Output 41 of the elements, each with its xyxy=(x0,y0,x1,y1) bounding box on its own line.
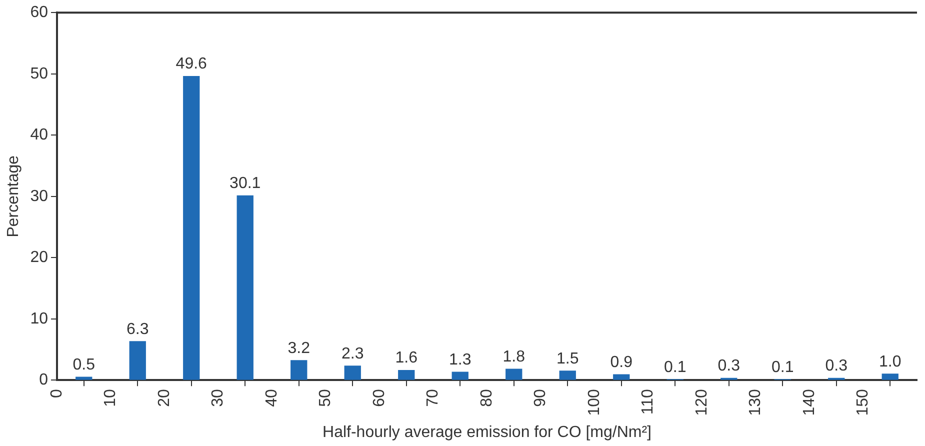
data-label: 30.1 xyxy=(230,175,261,192)
x-axis-title: Half-hourly average emission for CO [mg/Nm²] xyxy=(322,424,652,441)
y-axis-title: Percentage xyxy=(5,155,22,238)
x-tick-label: 130 xyxy=(747,389,764,416)
x-tick-label: 60 xyxy=(370,389,388,407)
data-label: 49.6 xyxy=(176,56,208,73)
x-tick-label: 100 xyxy=(586,389,603,416)
data-label: 6.3 xyxy=(126,320,149,338)
x-tick-label: 20 xyxy=(156,389,173,407)
data-label: 1.6 xyxy=(395,350,418,367)
y-tick-label: 0 xyxy=(39,372,48,389)
data-label: 1.5 xyxy=(556,350,579,368)
data-label: 0.5 xyxy=(72,356,96,374)
x-tick-label: 40 xyxy=(263,389,280,407)
y-tick-label: 10 xyxy=(30,310,48,328)
x-tick-label: 150 xyxy=(854,389,872,416)
y-tick-label: 60 xyxy=(30,4,48,22)
data-label: 0.3 xyxy=(718,358,740,375)
x-tick-label: 110 xyxy=(640,389,657,415)
data-label: 0.3 xyxy=(825,358,848,375)
data-label: 0.1 xyxy=(664,358,686,376)
x-tick-label: 140 xyxy=(800,389,818,416)
data-label: 0.1 xyxy=(772,358,794,376)
data-label: 3.2 xyxy=(288,340,310,357)
y-tick-label: 30 xyxy=(30,188,48,205)
x-tick-label: 70 xyxy=(424,389,442,407)
y-tick-label: 40 xyxy=(30,126,48,144)
x-tick-label: 120 xyxy=(693,389,710,416)
data-label: 1.8 xyxy=(502,348,526,366)
data-label: 2.3 xyxy=(342,345,364,362)
x-tick-label: 30 xyxy=(210,389,227,407)
data-label: 1.3 xyxy=(449,352,472,369)
data-label: 0.9 xyxy=(610,354,633,371)
x-tick-label: 0 xyxy=(48,389,66,398)
y-tick-label: 20 xyxy=(30,249,48,266)
x-tick-label: 50 xyxy=(317,389,334,407)
x-tick-label: 10 xyxy=(102,389,120,407)
data-label: 1.0 xyxy=(879,353,902,370)
x-tick-label: 90 xyxy=(532,389,550,407)
y-tick-label: 50 xyxy=(30,65,48,82)
x-tick-label: 80 xyxy=(478,389,496,407)
